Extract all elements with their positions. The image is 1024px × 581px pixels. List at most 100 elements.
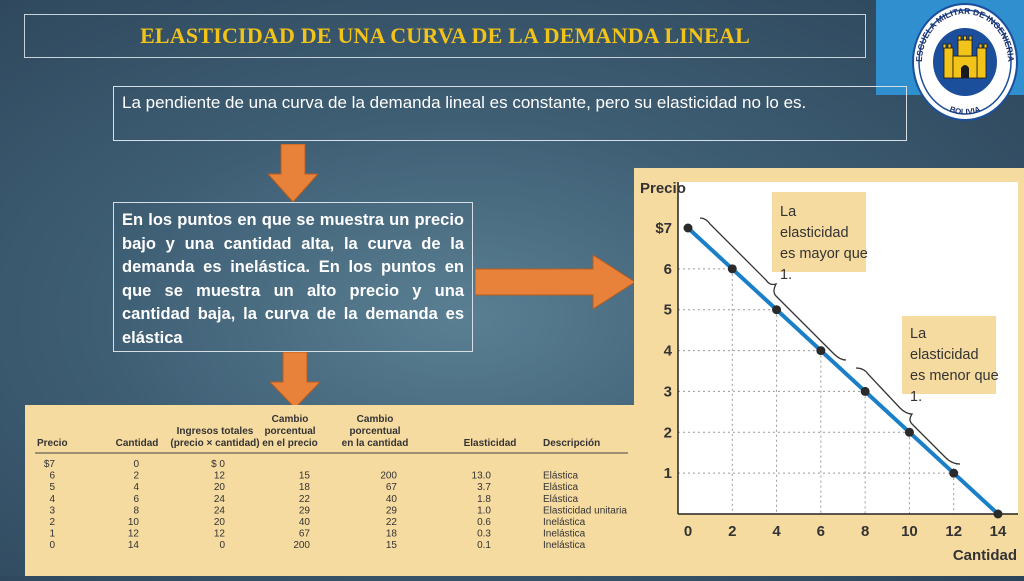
x-tick-label: 14 bbox=[990, 523, 1007, 540]
table-cell: 6 bbox=[49, 471, 55, 482]
x-tick-label: 8 bbox=[861, 523, 869, 540]
table-header: Ingresos totales (precio × cantidad) bbox=[170, 426, 259, 449]
slide-title: ELASTICIDAD DE UNA CURVA DE LA DEMANDA L… bbox=[140, 23, 750, 48]
table-cell: 18 bbox=[299, 482, 311, 493]
x-axis-label: Cantidad bbox=[953, 547, 1017, 564]
table-cell: 2 bbox=[133, 471, 139, 482]
data-point bbox=[860, 386, 870, 396]
table-cell: 12 bbox=[214, 529, 226, 540]
x-tick-label: 2 bbox=[728, 523, 736, 540]
data-point bbox=[683, 223, 693, 233]
annotation-upper: La elasticidad es mayor que 1. bbox=[780, 204, 868, 283]
logo: ESCUELA MILITAR DE INGENIERIA BOLIVIA bbox=[906, 0, 1024, 128]
intro-box: La pendiente de una curva de la demanda … bbox=[113, 86, 907, 141]
x-tick-label: 6 bbox=[817, 523, 825, 540]
y-tick-label: 6 bbox=[664, 261, 672, 278]
table-cell: 22 bbox=[386, 517, 398, 528]
table-header: Cambio porcentual en el precio bbox=[262, 414, 318, 449]
table-cell: 3.7 bbox=[477, 482, 491, 493]
table-cell: 0.3 bbox=[477, 529, 491, 540]
table-header: Cambio porcentual en la cantidad bbox=[342, 414, 409, 449]
arrow-down-icon bbox=[268, 144, 318, 202]
emi-seal-icon: ESCUELA MILITAR DE INGENIERIA BOLIVIA bbox=[912, 3, 1018, 121]
table-cell: Inelástica bbox=[543, 517, 586, 528]
table-cell: 200 bbox=[293, 540, 310, 551]
table-cell: Elástica bbox=[543, 482, 578, 493]
y-tick-label: 3 bbox=[664, 383, 672, 400]
data-point bbox=[727, 264, 737, 274]
data-point bbox=[772, 305, 782, 315]
annotation-upper-box bbox=[772, 192, 866, 272]
elasticity-table-panel: Precio Cantidad Ingresos totales (precio × … bbox=[25, 405, 635, 576]
demand-chart: Precio Cantidad $7 6 5 4 3 2 1 0 2 4 6 8 10 12 14 La e… bbox=[640, 180, 1018, 564]
x-tick-label: 10 bbox=[901, 523, 918, 540]
table-cell: 29 bbox=[386, 505, 398, 516]
data-point bbox=[949, 468, 959, 478]
y-tick-label: 1 bbox=[664, 465, 672, 482]
intro-text: La pendiente de una curva de la demanda … bbox=[122, 93, 807, 112]
table-cell: 1.8 bbox=[477, 494, 491, 505]
table-cell: Elasticidad unitaria bbox=[543, 505, 627, 516]
table-cell: 200 bbox=[380, 471, 397, 482]
table-cell: 24 bbox=[214, 494, 226, 505]
table-cell: 10 bbox=[128, 517, 140, 528]
annotation-lower: La elasticidad es menor que 1. bbox=[910, 326, 999, 405]
table-cell: $7 bbox=[44, 459, 56, 470]
table-cell: 1 bbox=[49, 529, 55, 540]
table-cell: 15 bbox=[299, 471, 311, 482]
elasticity-table: Precio Cantidad Ingresos totales (precio × … bbox=[35, 414, 628, 551]
title-box: ELASTICIDAD DE UNA CURVA DE LA DEMANDA L… bbox=[24, 14, 866, 58]
y-tick-label: 5 bbox=[664, 302, 672, 319]
table-cell: 67 bbox=[386, 482, 398, 493]
table-cell: 24 bbox=[214, 505, 226, 516]
table-cell: Elástica bbox=[543, 494, 578, 505]
table-cell: 1.0 bbox=[477, 505, 491, 516]
x-tick-label: 0 bbox=[684, 523, 692, 540]
table-cell: 12 bbox=[214, 471, 226, 482]
table-cell: 18 bbox=[386, 529, 398, 540]
annotation-lower-box bbox=[902, 316, 996, 394]
table-cell: 40 bbox=[299, 517, 311, 528]
table-cell: Inelástica bbox=[543, 529, 586, 540]
table-cell: 2 bbox=[49, 517, 55, 528]
y-tick-label: 2 bbox=[664, 424, 672, 441]
table-cell: 0 bbox=[133, 459, 139, 470]
table-cell: 6 bbox=[133, 494, 139, 505]
table-cell: 3 bbox=[49, 505, 55, 516]
explanation-box: En los puntos en que se muestra un preci… bbox=[113, 202, 473, 352]
table-cell: 40 bbox=[386, 494, 398, 505]
svg-text:BOLIVIA: BOLIVIA bbox=[948, 105, 981, 117]
table-cell: 13.0 bbox=[472, 471, 492, 482]
x-tick-label: 12 bbox=[945, 523, 962, 540]
table-header: Precio bbox=[37, 438, 68, 449]
table-header: Cantidad bbox=[116, 438, 159, 449]
explanation-text: En los puntos en que se muestra un preci… bbox=[122, 211, 464, 347]
table-cell: 0 bbox=[219, 540, 225, 551]
table-cell: 0 bbox=[49, 540, 55, 551]
lower-brace bbox=[855, 367, 961, 465]
y-axis-label: Precio bbox=[640, 180, 686, 197]
y-tick-label: 4 bbox=[664, 343, 673, 360]
table-cell: 4 bbox=[133, 482, 139, 493]
x-tick-label: 4 bbox=[772, 523, 781, 540]
demand-graph-panel: Precio Cantidad $7 6 5 4 3 2 1 0 2 4 6 8 10 12 14 La e… bbox=[634, 168, 1024, 576]
table-cell: 14 bbox=[128, 540, 140, 551]
upper-brace bbox=[699, 217, 847, 361]
table-cell: 8 bbox=[133, 505, 139, 516]
demand-curve bbox=[686, 226, 1000, 516]
table-cell: 12 bbox=[128, 529, 140, 540]
table-cell: 20 bbox=[214, 517, 226, 528]
table-cell: $ 0 bbox=[211, 459, 225, 470]
y-tick-label: $7 bbox=[655, 220, 672, 237]
table-cell: 29 bbox=[299, 505, 311, 516]
table-cell: 67 bbox=[299, 529, 311, 540]
table-header: Elasticidad bbox=[464, 438, 517, 449]
table-cell: Inelástica bbox=[543, 540, 586, 551]
table-cell: 0.1 bbox=[477, 540, 491, 551]
arrow-down-icon-2 bbox=[270, 352, 320, 408]
table-cell: Elástica bbox=[543, 471, 578, 482]
logo-bottom-text: BOLIVIA bbox=[948, 105, 981, 117]
data-point bbox=[816, 346, 826, 356]
table-cell: 0.6 bbox=[477, 517, 491, 528]
table-header: Descripción bbox=[543, 438, 600, 449]
